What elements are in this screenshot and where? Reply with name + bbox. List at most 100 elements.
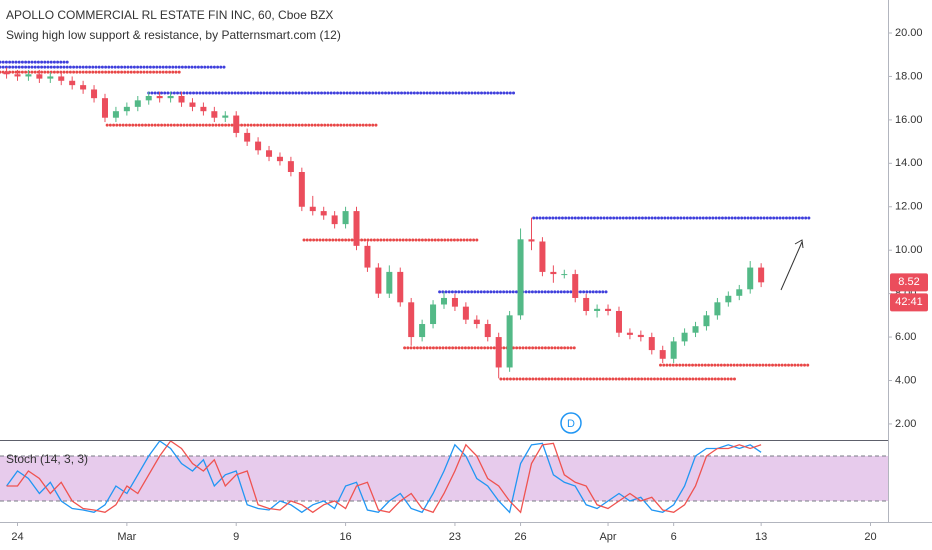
candle-body bbox=[47, 76, 54, 79]
countdown-label: 42:41 bbox=[895, 296, 923, 308]
candle-body bbox=[255, 141, 262, 151]
candle-body bbox=[156, 95, 163, 99]
candle-body bbox=[703, 315, 710, 327]
candle-body bbox=[758, 267, 765, 283]
candle-body bbox=[670, 341, 677, 359]
y-tick-label: 16.00 bbox=[895, 114, 923, 126]
candle-body bbox=[178, 95, 185, 103]
candle-body bbox=[331, 215, 338, 225]
candle-body bbox=[342, 211, 349, 225]
candle-body bbox=[287, 161, 294, 173]
arrow-head bbox=[794, 239, 804, 249]
candle-body bbox=[69, 80, 76, 86]
candle-body bbox=[14, 74, 21, 77]
x-tick-label: Apr bbox=[599, 531, 616, 543]
event-marker-label: D bbox=[567, 418, 575, 430]
candle-body bbox=[484, 324, 491, 338]
candle-body bbox=[451, 297, 458, 307]
candle-body bbox=[145, 95, 152, 101]
stoch-title: Stoch (14, 3, 3) bbox=[6, 452, 88, 466]
candle-body bbox=[725, 295, 732, 303]
candle-body bbox=[408, 302, 415, 338]
y-tick-label: 14.00 bbox=[895, 157, 923, 169]
stoch-line bbox=[6, 440, 762, 514]
candle-body bbox=[167, 95, 174, 99]
countdown-box bbox=[890, 293, 928, 312]
candle-body bbox=[517, 239, 524, 316]
candle-body bbox=[430, 304, 437, 325]
candle-body bbox=[419, 324, 426, 338]
candle-body bbox=[298, 172, 305, 207]
candle-body bbox=[244, 132, 251, 142]
y-tick-label: 2.00 bbox=[895, 418, 916, 430]
candle-body bbox=[134, 100, 141, 107]
candle-body bbox=[25, 74, 32, 77]
x-tick-label: 16 bbox=[339, 531, 351, 543]
candle-body bbox=[233, 115, 240, 133]
last-price-label: 8.52 bbox=[898, 276, 919, 288]
candle-body bbox=[736, 289, 743, 296]
candle-body bbox=[101, 98, 108, 118]
candle-body bbox=[615, 310, 622, 333]
chart-title: APOLLO COMMERCIAL RL ESTATE FIN INC, 60,… bbox=[6, 8, 333, 22]
x-tick-label: 24 bbox=[11, 531, 23, 543]
y-tick-label: 12.00 bbox=[895, 201, 923, 213]
candle-body bbox=[462, 306, 469, 320]
candle-body bbox=[112, 111, 119, 118]
event-marker bbox=[560, 412, 582, 434]
candle-body bbox=[583, 297, 590, 311]
candle-body bbox=[648, 337, 655, 351]
x-tick-label: 20 bbox=[864, 531, 876, 543]
candle-body bbox=[386, 271, 393, 294]
candle-body bbox=[397, 271, 404, 303]
candle-body bbox=[594, 308, 601, 311]
candle-body bbox=[681, 332, 688, 342]
candle-body bbox=[440, 297, 448, 305]
candle-body bbox=[276, 156, 283, 162]
candle-body bbox=[80, 85, 87, 90]
candle-body bbox=[36, 74, 43, 79]
x-tick-label: 13 bbox=[755, 531, 767, 543]
candle-body bbox=[200, 106, 207, 112]
candle-body bbox=[473, 319, 480, 325]
x-tick-label: Mar bbox=[117, 531, 136, 543]
candle-body bbox=[539, 241, 546, 272]
y-tick-label: 20.00 bbox=[895, 27, 923, 39]
candle-body bbox=[320, 211, 327, 216]
candle-body bbox=[550, 271, 557, 275]
candle-body bbox=[605, 308, 612, 311]
candle-body bbox=[123, 106, 130, 112]
candle-body bbox=[211, 111, 218, 118]
candle-body bbox=[561, 274, 568, 276]
candle-body bbox=[747, 267, 754, 290]
candle-body bbox=[506, 315, 513, 368]
last-price-box bbox=[890, 273, 928, 292]
arrow bbox=[780, 241, 803, 291]
stoch-line bbox=[6, 440, 762, 514]
x-tick-label: 9 bbox=[233, 531, 239, 543]
candle-body bbox=[714, 302, 721, 316]
candle-body bbox=[692, 326, 699, 333]
candle-body bbox=[528, 239, 535, 242]
candle-body bbox=[572, 274, 579, 298]
candle-body bbox=[495, 337, 502, 368]
candle-body bbox=[364, 245, 371, 268]
candle-body bbox=[309, 206, 316, 212]
x-tick-label: 6 bbox=[671, 531, 677, 543]
x-tick-label: 26 bbox=[514, 531, 526, 543]
candle-body bbox=[626, 332, 633, 335]
candle-body bbox=[222, 115, 229, 118]
candle-body bbox=[637, 334, 644, 338]
candle-body bbox=[266, 150, 273, 157]
candle-body bbox=[189, 102, 196, 107]
y-tick-label: 18.00 bbox=[895, 70, 923, 82]
y-tick-label: 6.00 bbox=[895, 331, 916, 343]
chart-subtitle: Swing high low support & resistance, by … bbox=[6, 28, 341, 42]
candle-body bbox=[58, 76, 65, 81]
y-tick-label: 10.00 bbox=[895, 244, 923, 256]
x-tick-label: 23 bbox=[449, 531, 461, 543]
candle-body bbox=[91, 89, 98, 99]
y-tick-label: 4.00 bbox=[895, 374, 916, 386]
